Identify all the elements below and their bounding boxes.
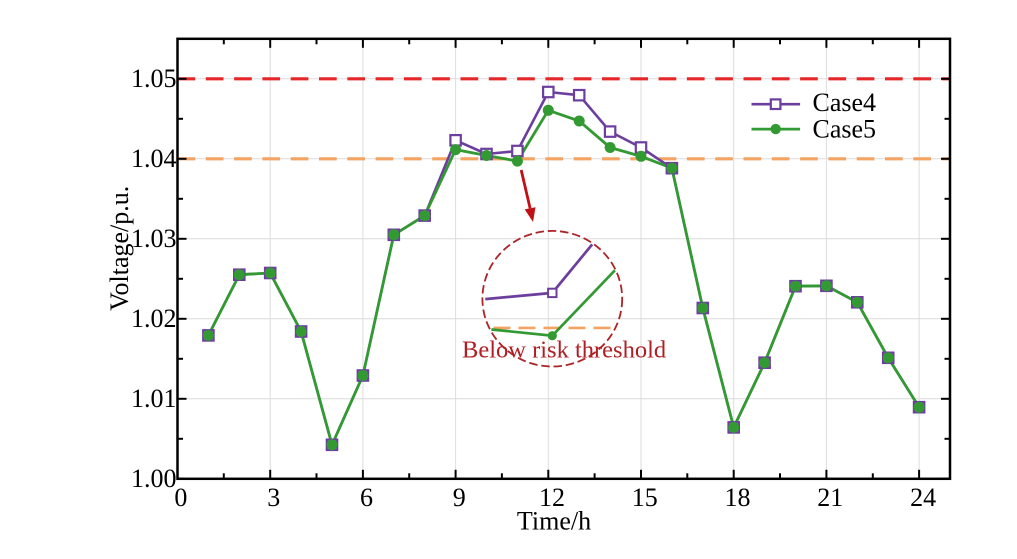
svg-text:1.02: 1.02 xyxy=(131,304,177,333)
svg-text:21: 21 xyxy=(817,483,843,512)
svg-text:1.04: 1.04 xyxy=(131,144,177,173)
svg-text:3: 3 xyxy=(267,483,280,512)
svg-text:Case5: Case5 xyxy=(813,115,877,144)
svg-text:1.03: 1.03 xyxy=(131,224,177,253)
svg-text:Time/h: Time/h xyxy=(517,506,591,535)
svg-text:24: 24 xyxy=(910,483,936,512)
svg-text:1.00: 1.00 xyxy=(131,464,177,493)
svg-text:Below risk threshold: Below risk threshold xyxy=(462,337,666,364)
svg-text:0: 0 xyxy=(174,483,187,512)
svg-text:1.05: 1.05 xyxy=(131,64,177,93)
svg-text:18: 18 xyxy=(725,483,751,512)
svg-text:6: 6 xyxy=(360,483,373,512)
svg-text:Case4: Case4 xyxy=(813,88,877,117)
svg-text:12: 12 xyxy=(539,483,565,512)
svg-text:9: 9 xyxy=(453,483,466,512)
svg-text:1.01: 1.01 xyxy=(131,384,177,413)
svg-text:Voltage/p.u.: Voltage/p.u. xyxy=(105,186,134,311)
svg-text:15: 15 xyxy=(632,483,658,512)
